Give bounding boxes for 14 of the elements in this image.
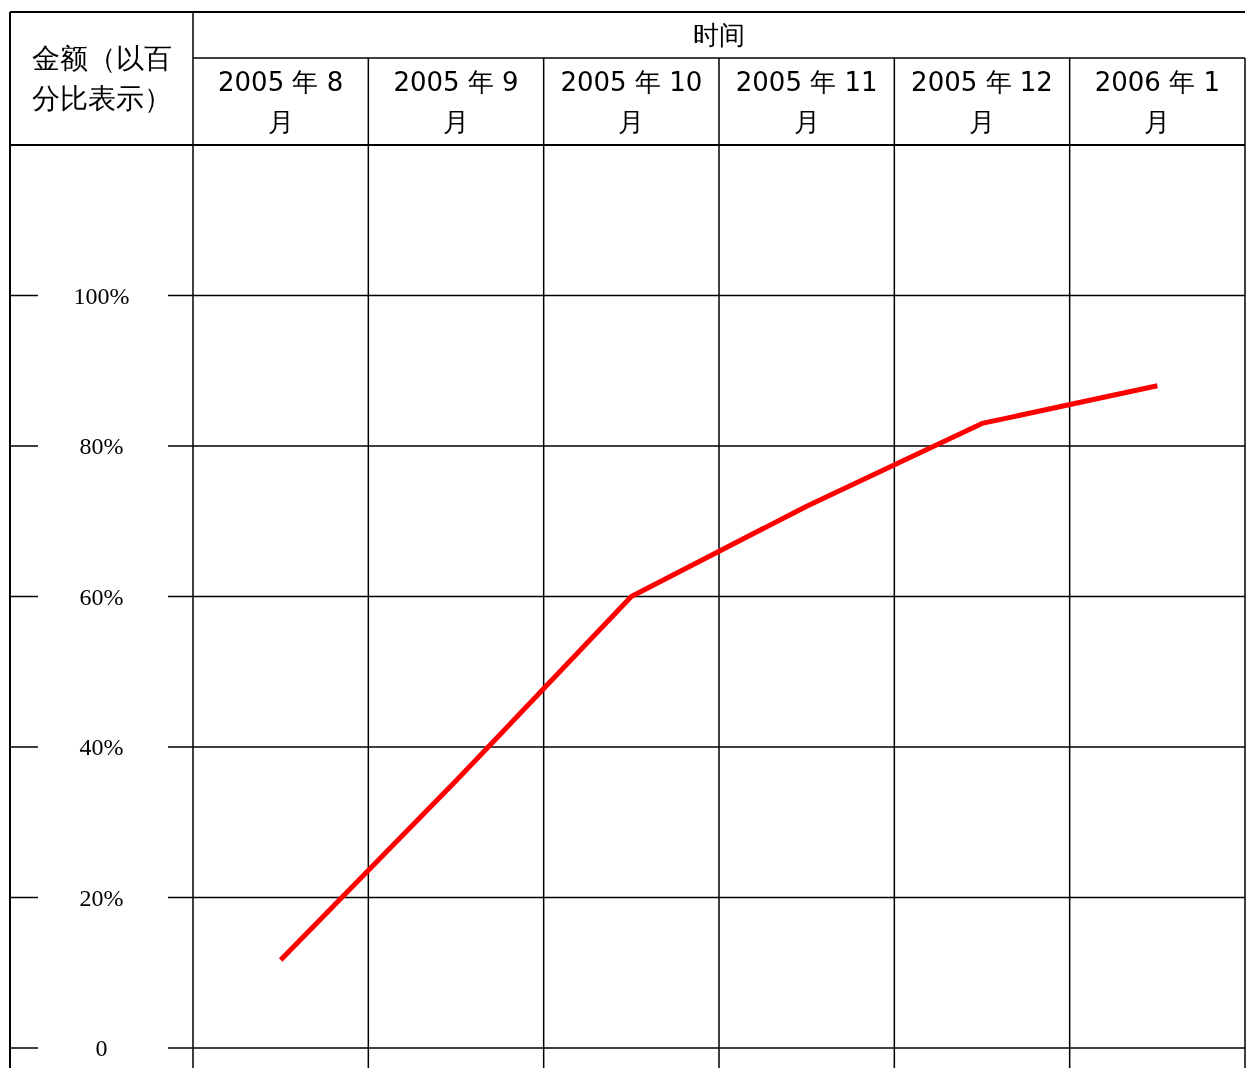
x-tick-label: 2005 年 11 月 [735,66,878,137]
y-tick-label: 60% [79,583,124,610]
x-axis-title: 时间 [693,20,745,50]
y-tick-label: 80% [79,433,124,460]
x-tick-label: 2005 年 10 月 [560,66,703,137]
y-tick-label: 20% [79,884,124,911]
y-tick-label: 0 [95,1035,108,1062]
y-tick-label: 40% [79,734,124,761]
x-tick-label: 2005 年 8 月 [218,66,344,137]
y-tick-label: 100% [73,282,130,309]
x-tick-label: 2005 年 9 月 [393,66,519,137]
x-tick-label: 2005 年 12 月 [911,66,1053,137]
x-tick-label: 2006 年 1 月 [1094,66,1220,137]
y-axis-title: 金额（以百分比表示） [31,41,172,115]
